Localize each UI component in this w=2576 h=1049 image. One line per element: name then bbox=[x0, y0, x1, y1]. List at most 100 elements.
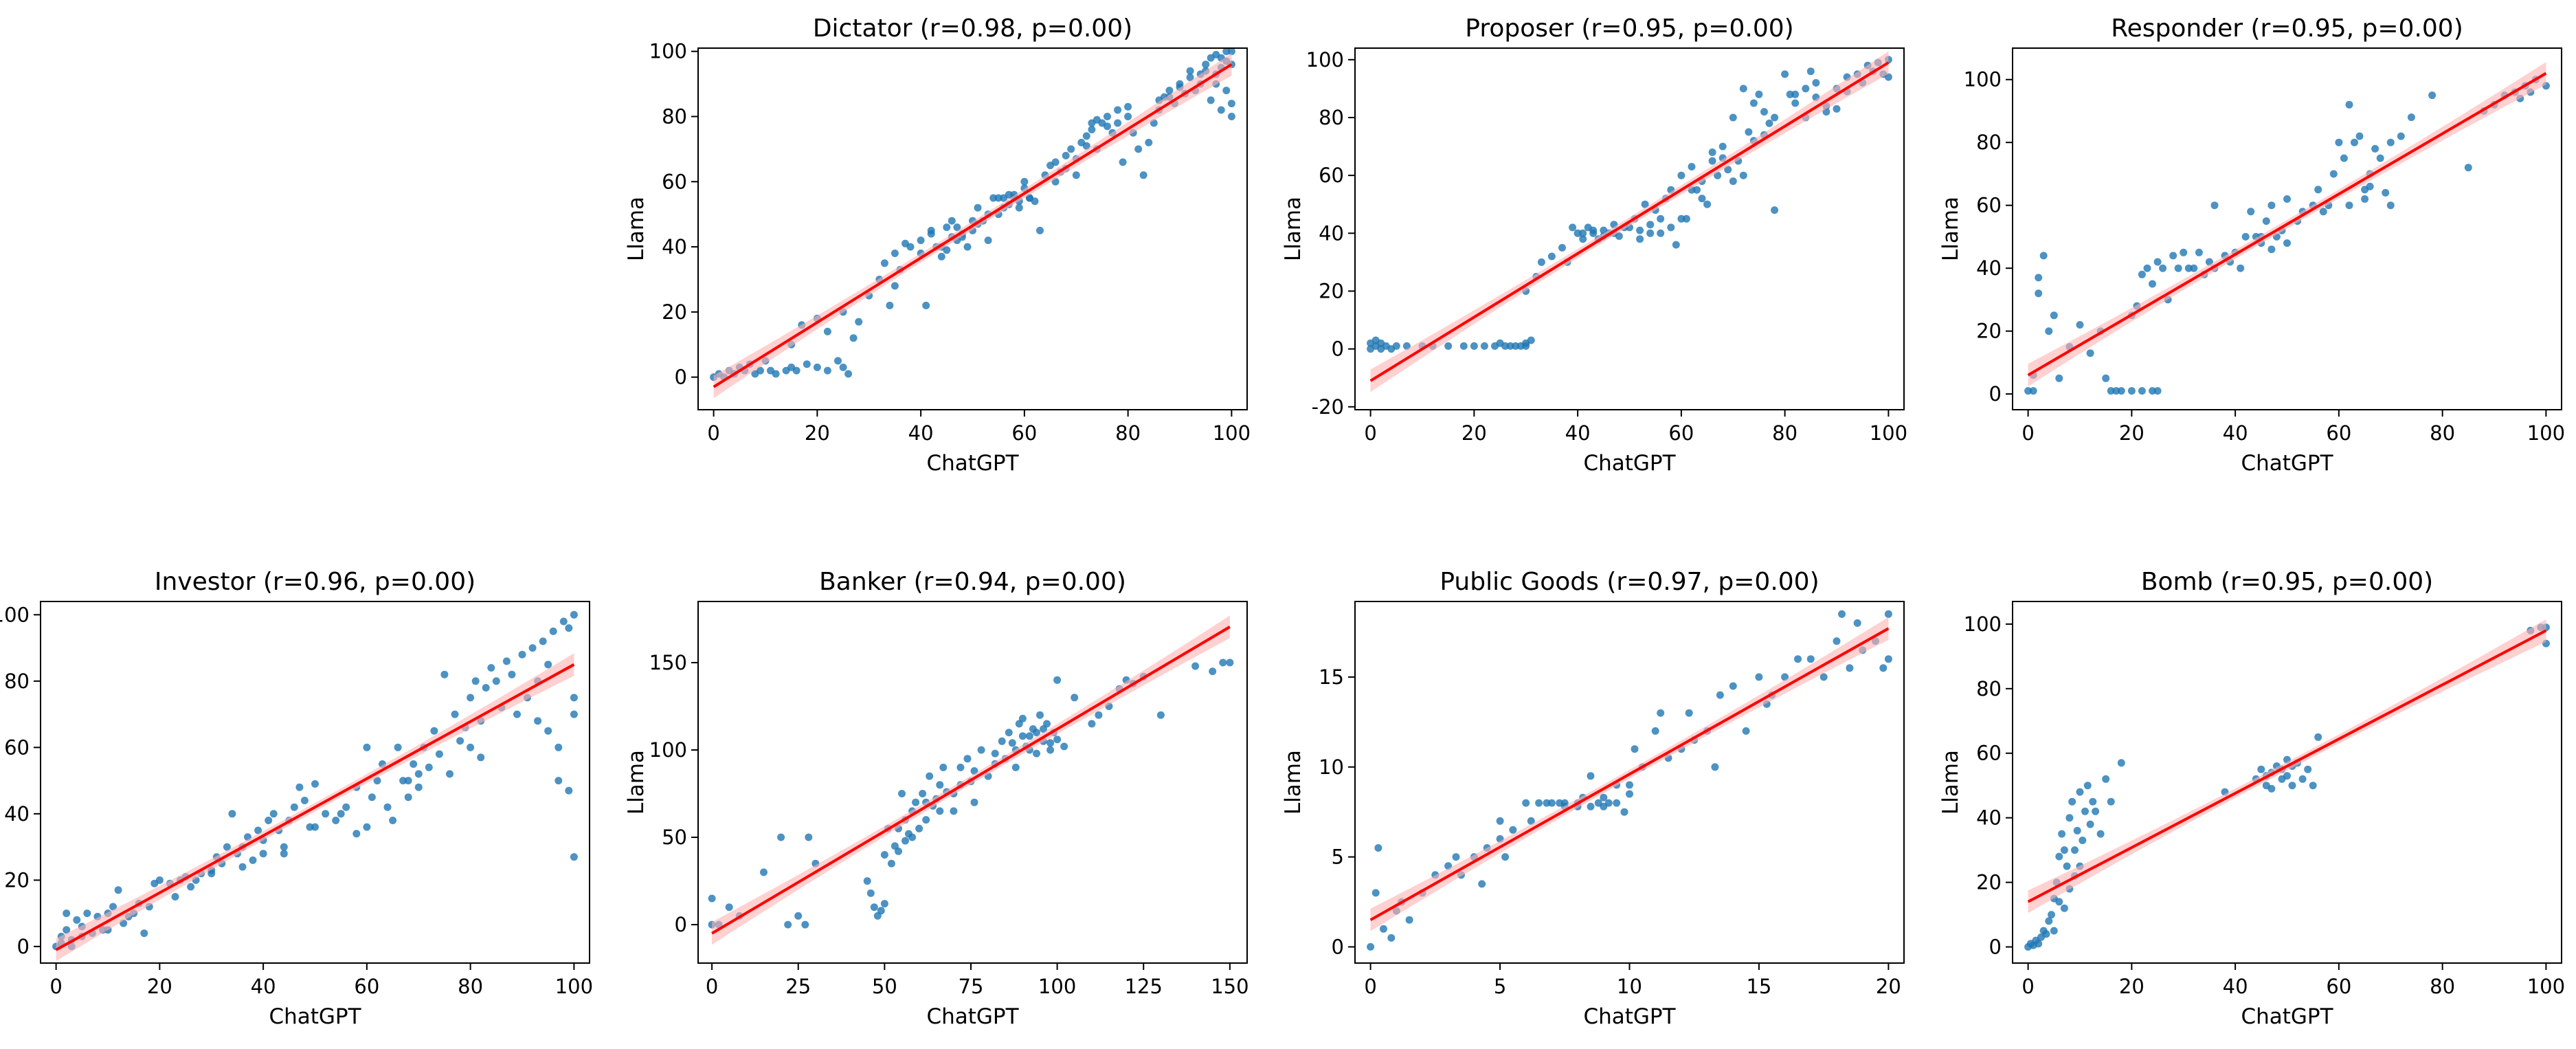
data-point bbox=[1708, 157, 1716, 165]
data-point bbox=[1558, 243, 1566, 252]
data-point bbox=[2143, 264, 2151, 272]
data-point bbox=[1036, 711, 1044, 719]
x-tick-label: 80 bbox=[2430, 421, 2455, 445]
x-axis-label: ChatGPT bbox=[1583, 451, 1676, 476]
data-point bbox=[908, 833, 917, 841]
y-tick-label: 60 bbox=[662, 170, 687, 193]
data-point bbox=[1739, 85, 1747, 93]
data-point bbox=[772, 370, 780, 378]
data-point bbox=[2267, 201, 2276, 210]
x-axis-label: ChatGPT bbox=[1583, 1004, 1676, 1029]
y-tick-label: 80 bbox=[1319, 106, 1344, 129]
data-point bbox=[2083, 782, 2092, 790]
x-tick-label: 15 bbox=[1746, 975, 1771, 998]
data-point bbox=[886, 301, 894, 309]
data-point bbox=[2241, 232, 2250, 241]
data-point bbox=[1053, 676, 1062, 684]
subplot-title: Responder (r=0.95, p=0.00) bbox=[2111, 14, 2463, 43]
data-point bbox=[187, 883, 195, 891]
y-tick-label: 60 bbox=[4, 736, 30, 759]
axes-frame bbox=[40, 601, 590, 964]
x-tick-label: 40 bbox=[1565, 421, 1591, 445]
x-axis-label: ChatGPT bbox=[2241, 451, 2333, 476]
plot-area bbox=[1367, 51, 1892, 393]
x-tick-label: 100 bbox=[1038, 975, 1076, 998]
data-point bbox=[140, 929, 148, 938]
x-axis-label: ChatGPT bbox=[926, 451, 1019, 476]
data-point bbox=[1833, 104, 1841, 113]
data-point bbox=[290, 803, 298, 811]
data-point bbox=[1819, 673, 1828, 681]
data-point bbox=[1036, 226, 1044, 234]
data-point bbox=[1008, 739, 1016, 747]
data-point bbox=[2096, 830, 2105, 838]
data-point bbox=[295, 783, 304, 791]
data-point bbox=[1646, 229, 1655, 237]
data-point bbox=[1072, 171, 1080, 179]
data-point bbox=[2102, 374, 2110, 382]
subplot-5: 0 25 50 75 100 125 150 0 50 100 150 Banker (r=0.94,… bbox=[624, 568, 1249, 1029]
data-point bbox=[970, 798, 978, 806]
regression-line bbox=[2027, 629, 2547, 903]
data-point bbox=[1685, 709, 1693, 717]
regression-line bbox=[55, 663, 575, 951]
data-point bbox=[708, 894, 716, 903]
data-point bbox=[332, 817, 340, 824]
data-point bbox=[901, 239, 909, 247]
data-point bbox=[1833, 637, 1841, 645]
data-point bbox=[1227, 113, 1235, 120]
data-point bbox=[2060, 846, 2068, 854]
y-tick-label: 40 bbox=[1319, 221, 1344, 245]
plot-area bbox=[708, 615, 1234, 945]
data-point bbox=[1124, 113, 1132, 120]
data-point bbox=[1806, 655, 1815, 663]
data-point bbox=[383, 803, 392, 811]
x-tick-label: 100 bbox=[2527, 975, 2565, 998]
data-point bbox=[1207, 96, 1215, 104]
data-point bbox=[998, 737, 1006, 745]
data-point bbox=[1374, 844, 1382, 852]
data-point bbox=[1718, 142, 1727, 151]
data-point bbox=[2127, 387, 2136, 395]
data-point bbox=[760, 868, 768, 876]
data-point bbox=[1062, 151, 1070, 159]
subplot-6: 0 5 10 15 20 0 5 10 15 Public Goods (r=0.97, p=0.… bbox=[1281, 568, 1905, 1029]
data-point bbox=[839, 363, 847, 371]
data-point bbox=[2050, 927, 2058, 935]
data-point bbox=[2159, 264, 2167, 272]
data-point bbox=[555, 743, 563, 751]
y-tick-label: 60 bbox=[1976, 194, 2002, 217]
data-point bbox=[725, 903, 733, 912]
data-point bbox=[1046, 746, 1055, 754]
y-tick-label: 100 bbox=[649, 738, 687, 762]
data-point bbox=[1755, 90, 1763, 98]
data-point bbox=[805, 833, 813, 841]
axes-frame bbox=[2012, 47, 2562, 410]
x-tick-label: 80 bbox=[1772, 421, 1797, 445]
data-point bbox=[922, 301, 930, 309]
data-point bbox=[2029, 387, 2037, 395]
axes-frame bbox=[1354, 47, 1905, 410]
data-point bbox=[956, 763, 965, 771]
data-point bbox=[1371, 889, 1380, 897]
data-point bbox=[1708, 148, 1716, 156]
data-point bbox=[1156, 711, 1165, 719]
data-point bbox=[1380, 925, 1387, 933]
data-point bbox=[238, 863, 247, 871]
data-point bbox=[1587, 772, 1595, 780]
data-point bbox=[2035, 274, 2043, 282]
data-point bbox=[2086, 820, 2094, 828]
x-axis-label: ChatGPT bbox=[2241, 1004, 2333, 1029]
data-point bbox=[565, 786, 573, 795]
data-point bbox=[555, 777, 563, 785]
data-point bbox=[1729, 113, 1737, 122]
x-tick-label: 0 bbox=[1364, 421, 1376, 445]
data-point bbox=[1677, 214, 1685, 223]
data-point bbox=[2180, 248, 2188, 256]
data-point bbox=[2092, 807, 2100, 815]
data-point bbox=[534, 717, 542, 725]
y-tick-label: 0 bbox=[1989, 936, 2002, 959]
y-tick-label: 20 bbox=[4, 868, 30, 892]
x-tick-label: 20 bbox=[805, 421, 830, 445]
data-point bbox=[880, 900, 888, 908]
